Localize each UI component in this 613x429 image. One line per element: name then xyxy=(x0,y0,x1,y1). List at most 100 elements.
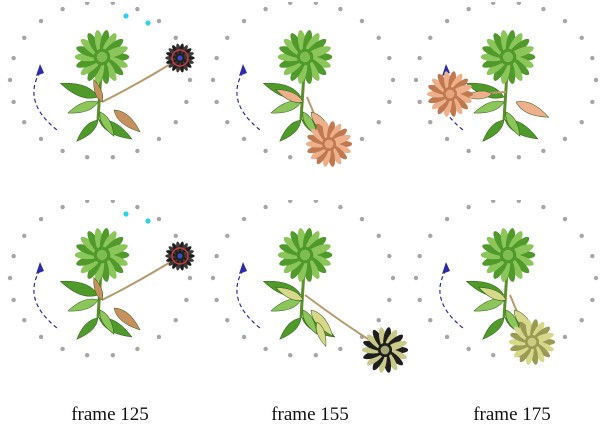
ring-dot xyxy=(210,275,216,281)
ring-dot xyxy=(11,55,16,61)
ring-dot xyxy=(60,6,65,12)
flower-center-highlight xyxy=(527,337,537,347)
ring-dot xyxy=(241,18,247,24)
plant xyxy=(59,228,195,340)
ring-dot xyxy=(263,346,268,352)
flower-center-highlight xyxy=(96,51,108,63)
selection-point xyxy=(177,253,183,259)
ring-dot xyxy=(338,346,343,352)
ring-dot xyxy=(38,334,44,340)
panel-top-frame-155 xyxy=(205,2,409,192)
ring-dot xyxy=(417,99,422,105)
second-flower-head xyxy=(426,71,474,117)
flower-center-highlight xyxy=(502,51,514,63)
flower-center-highlight xyxy=(502,249,514,261)
ring-dot xyxy=(444,216,450,222)
ring-dot xyxy=(241,136,247,142)
main-leaf xyxy=(482,317,505,340)
rotation-arrow xyxy=(33,64,58,131)
second-leaf xyxy=(275,287,304,301)
main-leaf xyxy=(482,119,505,142)
flower-center-highlight xyxy=(299,51,311,63)
ring-dot xyxy=(241,216,247,222)
ring-dot xyxy=(22,35,27,41)
ring-dot xyxy=(428,35,433,41)
ring-dot xyxy=(444,18,450,24)
panel-bottom-frame-125 xyxy=(2,200,206,390)
cyan-marker xyxy=(145,20,151,26)
ring-dot xyxy=(444,334,450,340)
ring-dot xyxy=(428,317,433,323)
ring-dot xyxy=(173,35,178,41)
ring-dot xyxy=(11,297,16,303)
ring-dot xyxy=(516,200,522,203)
ring-dot xyxy=(135,204,140,210)
ring-dot xyxy=(60,204,65,210)
main-leaf xyxy=(465,82,505,99)
ring-dot xyxy=(313,200,319,203)
second-flower-head xyxy=(508,319,556,365)
ring-dot xyxy=(593,77,599,83)
ring-dot xyxy=(84,155,90,160)
ring-dot xyxy=(359,216,365,222)
ring-dot xyxy=(263,148,268,154)
ring-dot xyxy=(287,155,293,160)
panel-top-frame-175 xyxy=(408,2,612,192)
ring-dot xyxy=(466,6,471,12)
ring-dot xyxy=(60,346,65,352)
main-leaf xyxy=(473,100,505,114)
arrow-head-icon xyxy=(239,64,247,76)
ring-dot xyxy=(184,297,189,303)
main-flower-head xyxy=(74,30,130,84)
ring-dot xyxy=(490,155,496,160)
ring-dot xyxy=(110,155,116,160)
dashed-arc xyxy=(439,269,464,329)
ring-dot xyxy=(516,155,522,160)
dashed-arc xyxy=(33,71,58,131)
ring-dot xyxy=(579,317,584,323)
selection-ring-icon xyxy=(171,49,189,67)
ring-dot xyxy=(263,204,268,210)
ring-dot xyxy=(287,2,293,5)
ring-dot xyxy=(428,119,433,125)
second-leaf xyxy=(478,287,507,301)
main-leaf xyxy=(99,309,115,335)
ring-dot xyxy=(287,353,293,358)
ring-dot xyxy=(184,99,189,105)
main-flower-head xyxy=(480,228,536,282)
ring-dot xyxy=(562,136,568,142)
second-leaf xyxy=(515,101,550,118)
ring-dot xyxy=(390,275,396,281)
caption-frame-125: frame 125 xyxy=(71,404,149,425)
second-leaf xyxy=(315,321,327,348)
ring-dot xyxy=(156,18,162,24)
ring-dot xyxy=(241,334,247,340)
main-leaf xyxy=(302,309,318,335)
ring-dot xyxy=(376,317,381,323)
ring-dot xyxy=(11,99,16,105)
ring-dot xyxy=(7,77,13,83)
selection-point xyxy=(177,55,183,61)
ring-dot xyxy=(110,353,116,358)
ring-dot xyxy=(187,77,193,83)
ring-dot xyxy=(135,148,140,154)
panel-bottom-frame-175 xyxy=(408,200,612,390)
ring-dot xyxy=(225,119,230,125)
ring-dot xyxy=(417,253,422,259)
ring-dot xyxy=(359,136,365,142)
main-leaf xyxy=(99,111,115,137)
main-leaf xyxy=(67,298,99,312)
ring-dot xyxy=(135,6,140,12)
rotation-arrow xyxy=(236,64,261,131)
ring-dot xyxy=(387,253,392,259)
main-flower-head xyxy=(74,228,130,282)
ring-dot xyxy=(225,317,230,323)
arrow-head-icon xyxy=(36,262,44,274)
ring-dot xyxy=(579,119,584,125)
main-leaf xyxy=(76,317,99,340)
ring-dot xyxy=(466,204,471,210)
ring-dot xyxy=(38,216,44,222)
second-leaf xyxy=(275,89,304,103)
panel-canvas xyxy=(413,200,599,365)
